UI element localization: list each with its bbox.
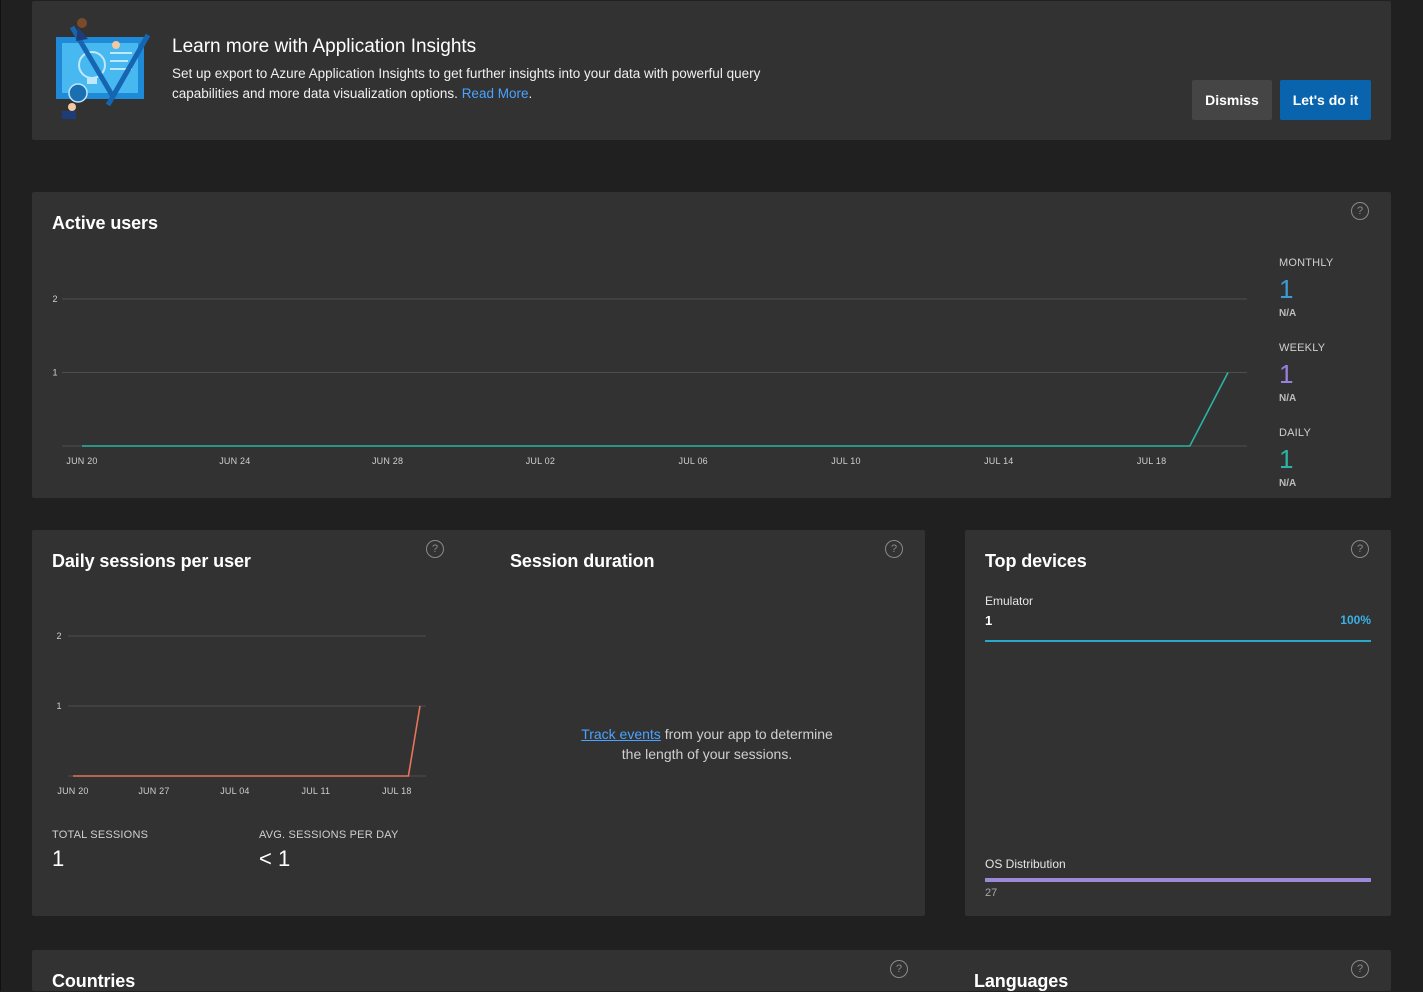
stat-daily-value: 1: [1279, 444, 1294, 474]
x-tick-label: JUN 27: [138, 786, 169, 796]
banner-title: Learn more with Application Insights: [172, 36, 477, 57]
daily-sessions-title: Daily sessions per user: [52, 551, 251, 571]
y-tick-label: 1: [52, 368, 57, 378]
x-tick-label: JUL 02: [526, 456, 555, 466]
active-users-chart: 2 1 JUN 20 JUN 24 JUN 28 JUL 02 JUL 06 JUL 10 JU…: [52, 294, 1247, 466]
daily-sessions-chart: 2 1 JUN 20 JUN 27 JUL 04 JUL 11 JUL 18: [56, 631, 426, 796]
help-icon[interactable]: ?: [1351, 540, 1369, 558]
device-count: 1: [985, 613, 993, 628]
device-percent: 100%: [1340, 613, 1371, 627]
x-tick-label: JUL 18: [382, 786, 411, 796]
avg-sessions-label: AVG. SESSIONS PER DAY: [259, 829, 399, 841]
stat-daily-label: DAILY: [1279, 427, 1311, 439]
device-bar: [985, 640, 1371, 642]
lets-do-it-button[interactable]: Let's do it: [1280, 80, 1371, 120]
illustration-icon: [56, 18, 151, 119]
read-more-link[interactable]: Read More: [461, 86, 529, 101]
os-distribution-label: OS Distribution: [985, 857, 1066, 871]
series-line: [73, 705, 421, 777]
stat-monthly-label: MONTHLY: [1279, 257, 1334, 269]
stat-daily-sub: N/A: [1279, 478, 1297, 489]
help-icon[interactable]: ?: [885, 540, 903, 558]
help-icon[interactable]: ?: [890, 960, 908, 978]
series-line: [82, 372, 1229, 447]
session-duration-text-a: from your app to determine: [660, 726, 833, 742]
sessions-card: Daily sessions per user ? 2 1 JUN 20 JUN 27…: [32, 530, 925, 916]
x-tick-label: JUL 04: [220, 786, 249, 796]
total-sessions-label: TOTAL SESSIONS: [52, 829, 149, 841]
y-tick-label: 2: [52, 294, 57, 304]
os-distribution-bar: [985, 878, 1371, 882]
x-tick-label: JUL 14: [984, 456, 1013, 466]
active-users-card: Active users ? 2 1 JUN 20 JUN 24 JUN 28 JUL 0…: [32, 192, 1391, 498]
y-tick-label: 2: [56, 631, 61, 641]
window-edge: [0, 0, 1, 991]
banner-text: Set up export to Azure Application Insig…: [172, 66, 761, 101]
total-sessions-value: 1: [52, 846, 65, 871]
x-tick-label: JUL 10: [831, 456, 860, 466]
insights-banner: Learn more with Application Insights Set…: [32, 1, 1391, 140]
help-icon[interactable]: ?: [1351, 960, 1369, 978]
stat-monthly-sub: N/A: [1279, 308, 1297, 319]
banner-text-block: Set up export to Azure Application Insig…: [172, 64, 812, 104]
stat-monthly-value: 1: [1279, 274, 1294, 304]
stat-weekly-label: WEEKLY: [1279, 342, 1326, 354]
y-tick-label: 1: [56, 701, 61, 711]
x-tick-label: JUN 20: [66, 456, 97, 466]
session-duration-title: Session duration: [510, 551, 655, 571]
x-tick-label: JUL 18: [1137, 456, 1166, 466]
session-duration-text-b: the length of your sessions.: [621, 746, 793, 762]
help-icon[interactable]: ?: [1351, 202, 1369, 220]
banner-period: .: [528, 86, 533, 101]
languages-title: Languages: [974, 971, 1069, 991]
countries-languages-card: Countries ? Languages ?: [32, 950, 1391, 991]
stat-weekly-value: 1: [1279, 359, 1294, 389]
device-name: Emulator: [985, 594, 1034, 608]
stat-weekly-sub: N/A: [1279, 393, 1297, 404]
countries-title: Countries: [52, 971, 136, 991]
x-tick-label: JUN 24: [219, 456, 250, 466]
x-tick-label: JUN 28: [372, 456, 403, 466]
avg-sessions-value: < 1: [259, 846, 291, 871]
x-tick-label: JUN 20: [57, 786, 88, 796]
top-devices-title: Top devices: [985, 551, 1087, 571]
active-users-title: Active users: [52, 213, 158, 233]
dismiss-button[interactable]: Dismiss: [1192, 80, 1272, 120]
x-tick-label: JUL 11: [302, 786, 331, 796]
x-tick-label: JUL 06: [679, 456, 708, 466]
top-devices-card: Top devices ? Emulator 1 100% OS Distrib…: [965, 530, 1391, 916]
track-events-link[interactable]: Track events: [581, 726, 661, 742]
os-distribution-value: 27: [985, 887, 998, 899]
help-icon[interactable]: ?: [426, 540, 444, 558]
session-duration-empty: Track events from your app to determine …: [510, 724, 904, 764]
